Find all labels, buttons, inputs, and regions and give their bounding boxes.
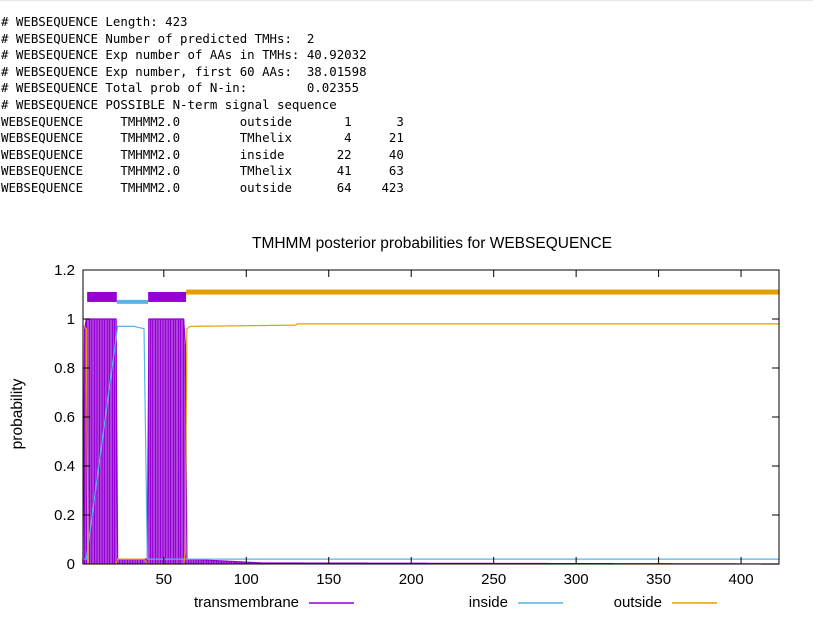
topology-bar-tmhelix (148, 291, 187, 302)
x-tick-label: 100 (234, 571, 259, 588)
series-inside (83, 325, 779, 560)
x-tick-label: 400 (729, 571, 754, 588)
summary-line: # WEBSEQUENCE Number of predicted TMHs: … (1, 30, 315, 46)
legend: transmembrane inside outside (194, 594, 717, 611)
top-divider (0, 0, 813, 1)
summary-line: # WEBSEQUENCE Length: 423 (1, 14, 188, 29)
series-inside-line (83, 325, 779, 560)
x-tick-label: 300 (564, 571, 589, 588)
series-transmembrane-line (82, 318, 779, 565)
table-row: WEBSEQUENCE TMHMM2.0 outside 64 423 (1, 179, 404, 195)
y-tick-label: 1 (67, 311, 75, 328)
tmhmm-summary-output: # WEBSEQUENCE Length: 423 # WEBSEQUENCE … (1, 14, 404, 197)
topology-bar-outside (186, 289, 779, 295)
x-tick-label: 200 (399, 571, 424, 588)
x-tick-label: 150 (316, 571, 341, 588)
table-row: WEBSEQUENCE TMHMM2.0 outside 1 3 (1, 113, 404, 129)
posterior-probability-plot: TMHMM posterior probabilities for WEBSEQ… (9, 235, 780, 611)
table-row: WEBSEQUENCE TMHMM2.0 TMhelix 41 63 (1, 163, 404, 179)
legend-label-transmembrane: transmembrane (194, 594, 299, 611)
summary-line: # WEBSEQUENCE Exp number of AAs in TMHs:… (1, 47, 367, 63)
topology-bar-inside (116, 299, 149, 304)
series-outside-line (82, 323, 779, 565)
y-tick-label: 0.4 (54, 458, 75, 475)
legend-label-inside: inside (469, 594, 508, 611)
table-row: WEBSEQUENCE TMHMM2.0 inside 22 40 (1, 146, 404, 162)
topology-bars (87, 289, 779, 304)
series-transmembrane-impulses (82, 319, 658, 564)
y-tick-label: 0.6 (54, 409, 75, 426)
y-tick-label: 0 (67, 556, 75, 573)
topology-bar-tmhelix (87, 291, 117, 302)
summary-line: # WEBSEQUENCE Total prob of N-in: 0.0235… (1, 80, 360, 96)
y-tick-label: 0.2 (54, 507, 75, 524)
series-transmembrane (82, 318, 779, 565)
summary-line: # WEBSEQUENCE POSSIBLE N-term signal seq… (1, 96, 337, 112)
summary-line: # WEBSEQUENCE Exp number, first 60 AAs: … (1, 63, 367, 79)
x-tick-label: 50 (155, 571, 172, 588)
legend-label-outside: outside (614, 594, 662, 611)
x-tick-label: 350 (646, 571, 671, 588)
probability-series (82, 318, 779, 565)
chart-title: TMHMM posterior probabilities for WEBSEQ… (252, 235, 612, 252)
plot-frame (82, 269, 780, 565)
series-outside (82, 323, 779, 565)
table-row: WEBSEQUENCE TMHMM2.0 TMhelix 4 21 (1, 130, 404, 146)
x-tick-label: 250 (481, 571, 506, 588)
y-tick-label: 0.8 (54, 360, 75, 377)
prediction-table: WEBSEQUENCE TMHMM2.0 outside 1 3 WEBSEQU… (1, 114, 404, 195)
y-axis-label: probability (9, 378, 26, 449)
axis-ticks: 0 0.2 0.4 0.6 0.8 1 1.2 50 100 150 200 250 300 350 400 (54, 262, 779, 588)
y-tick-label: 1.2 (54, 262, 75, 279)
